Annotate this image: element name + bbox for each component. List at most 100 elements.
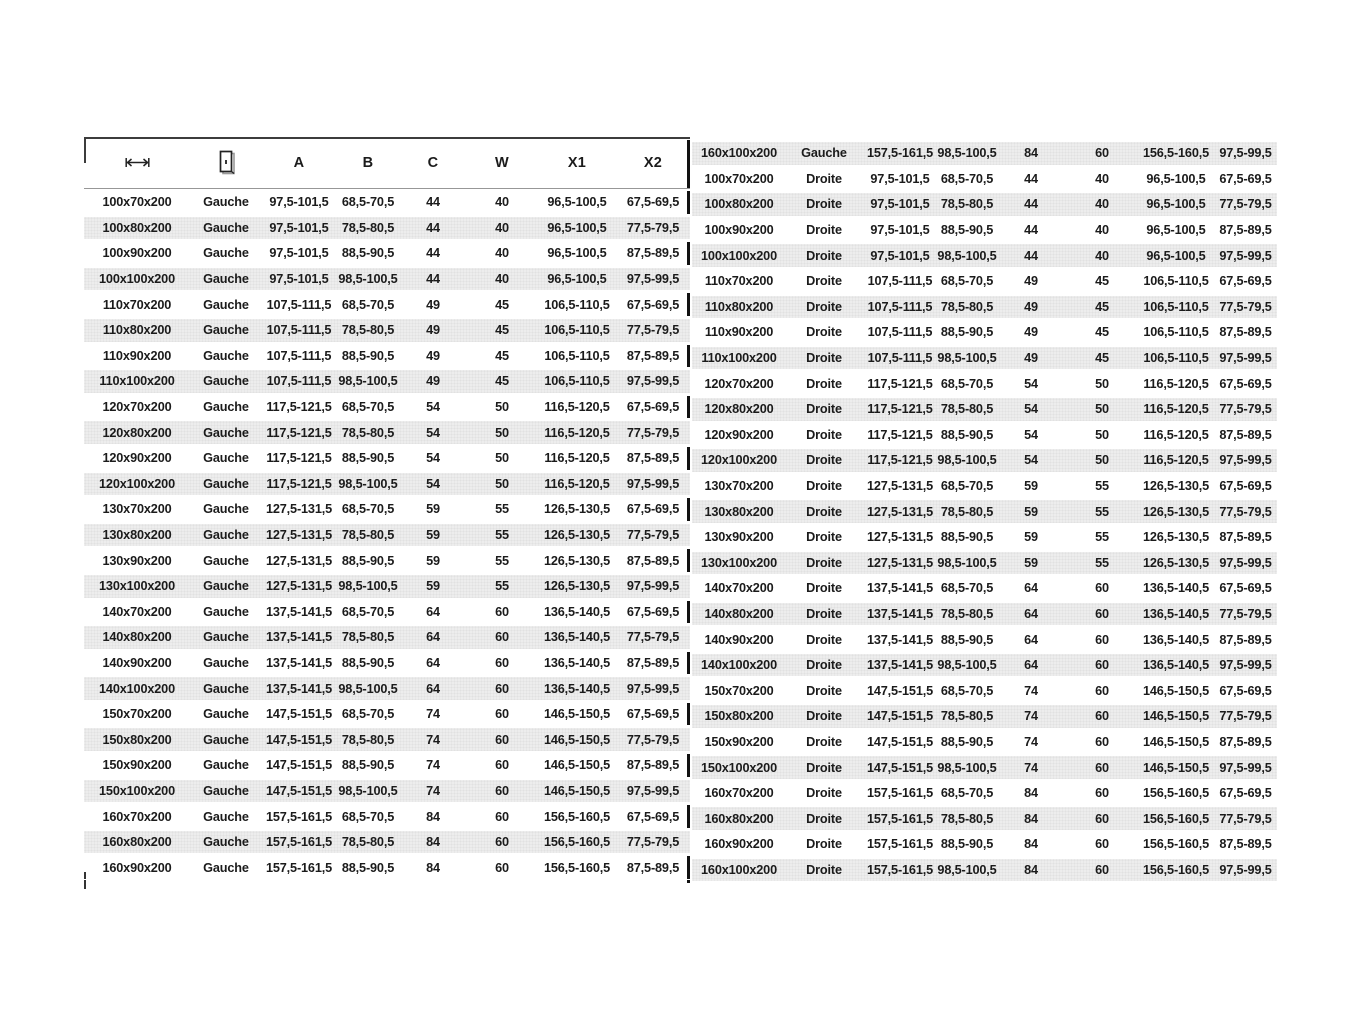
cell-x1: 126,5-130,5 bbox=[1142, 504, 1210, 519]
header-col-w: W bbox=[495, 154, 509, 171]
table-row: 140x100x200 Gauche 137,5-141,5 98,5-100,… bbox=[84, 675, 690, 701]
cell-side: Droite bbox=[806, 811, 842, 826]
cell-b: 88,5-90,5 bbox=[341, 655, 395, 670]
cell-w: 40 bbox=[1095, 197, 1109, 212]
cell-a: 147,5-151,5 bbox=[265, 732, 333, 747]
cell-side: Droite bbox=[806, 171, 842, 186]
cell-c: 54 bbox=[1024, 376, 1038, 391]
cell-c: 44 bbox=[1024, 171, 1038, 186]
table-row: 110x80x200 Droite 107,5-111,5 78,5-80,5 … bbox=[692, 293, 1277, 320]
cell-c: 74 bbox=[1024, 734, 1038, 749]
cell-a: 157,5-161,5 bbox=[866, 837, 934, 852]
table-row: 100x100x200 Gauche 97,5-101,5 98,5-100,5… bbox=[84, 265, 690, 292]
cell-w: 60 bbox=[495, 783, 509, 798]
cell-x1: 156,5-160,5 bbox=[543, 860, 611, 875]
cell-x2: 77,5-79,5 bbox=[626, 630, 680, 645]
cell-w: 45 bbox=[495, 348, 509, 363]
cell-x2: 77,5-79,5 bbox=[1219, 606, 1272, 621]
cell-x1: 96,5-100,5 bbox=[1146, 248, 1206, 263]
table-row: 120x70x200 Gauche 117,5-121,5 68,5-70,5 … bbox=[84, 393, 690, 420]
cell-b: 78,5-80,5 bbox=[341, 732, 395, 747]
cell-x1: 146,5-150,5 bbox=[543, 707, 611, 722]
cell-x2: 97,5-99,5 bbox=[1219, 146, 1272, 161]
cell-x1: 116,5-120,5 bbox=[1143, 402, 1209, 417]
cell-size: 160x100x200 bbox=[701, 146, 777, 161]
table-top-border bbox=[84, 137, 690, 139]
table-left-border-bottom bbox=[84, 872, 86, 889]
cell-w: 45 bbox=[495, 323, 509, 338]
cell-x2: 77,5-79,5 bbox=[626, 528, 680, 543]
cell-b: 88,5-90,5 bbox=[341, 860, 395, 875]
cell-c: 59 bbox=[426, 553, 440, 568]
cell-side: Droite bbox=[806, 479, 842, 494]
cell-side: Droite bbox=[806, 658, 842, 673]
cell-x2: 67,5-69,5 bbox=[1219, 581, 1272, 596]
cell-w: 60 bbox=[495, 655, 509, 670]
cell-side: Droite bbox=[806, 223, 842, 238]
cell-size: 160x80x200 bbox=[704, 811, 774, 826]
cell-a: 107,5-111,5 bbox=[867, 351, 933, 366]
cell-side: Gauche bbox=[203, 783, 249, 798]
cell-a: 147,5-151,5 bbox=[866, 760, 934, 775]
cell-x1: 156,5-160,5 bbox=[1142, 146, 1210, 161]
table-row: 160x80x200 Gauche 157,5-161,5 78,5-80,5 … bbox=[84, 828, 690, 855]
cell-size: 150x90x200 bbox=[704, 734, 774, 749]
cell-c: 84 bbox=[1024, 146, 1038, 161]
cell-w: 60 bbox=[495, 681, 509, 696]
cell-side: Droite bbox=[806, 274, 842, 289]
cell-c: 74 bbox=[426, 732, 440, 747]
cell-x1: 116,5-120,5 bbox=[544, 400, 610, 415]
cell-w: 60 bbox=[1095, 683, 1109, 698]
dimension-table-right-column: 160x100x200 Gauche 157,5-161,5 98,5-100,… bbox=[692, 140, 1277, 883]
table-row: 110x100x200 Gauche 107,5-111,5 98,5-100,… bbox=[84, 368, 690, 394]
cell-x1: 96,5-100,5 bbox=[547, 272, 607, 287]
cell-w: 55 bbox=[495, 502, 509, 517]
cell-b: 78,5-80,5 bbox=[341, 528, 395, 543]
cell-x2: 77,5-79,5 bbox=[626, 732, 680, 747]
table-row: 120x90x200 Droite 117,5-121,5 88,5-90,5 … bbox=[692, 421, 1277, 448]
cell-x2: 87,5-89,5 bbox=[1219, 734, 1272, 749]
cell-b: 68,5-70,5 bbox=[341, 809, 395, 824]
cell-side: Gauche bbox=[203, 604, 249, 619]
cell-a: 127,5-131,5 bbox=[265, 553, 333, 568]
cell-a: 107,5-111,5 bbox=[867, 274, 933, 289]
cell-x1: 136,5-140,5 bbox=[1142, 606, 1210, 621]
right-table-rows: 160x100x200 Gauche 157,5-161,5 98,5-100,… bbox=[692, 140, 1277, 883]
cell-size: 140x100x200 bbox=[99, 681, 175, 696]
cell-size: 100x80x200 bbox=[704, 197, 774, 212]
cell-c: 84 bbox=[426, 860, 440, 875]
table-row: 100x100x200 Droite 97,5-101,5 98,5-100,5… bbox=[692, 242, 1277, 268]
table-row: 110x70x200 Gauche 107,5-111,5 68,5-70,5 … bbox=[84, 291, 690, 317]
cell-x2: 67,5-69,5 bbox=[626, 502, 680, 517]
cell-x2: 97,5-99,5 bbox=[1219, 658, 1272, 673]
cell-x2: 67,5-69,5 bbox=[1219, 376, 1272, 391]
table-row: 100x80x200 Gauche 97,5-101,5 78,5-80,5 4… bbox=[84, 214, 690, 241]
cell-b: 78,5-80,5 bbox=[341, 323, 395, 338]
cell-x2: 87,5-89,5 bbox=[626, 246, 680, 261]
table-row: 130x80x200 Droite 127,5-131,5 78,5-80,5 … bbox=[692, 498, 1277, 524]
cell-b: 88,5-90,5 bbox=[940, 325, 994, 340]
table-row: 150x90x200 Gauche 147,5-151,5 88,5-90,5 … bbox=[84, 752, 690, 778]
cell-size: 120x100x200 bbox=[701, 453, 777, 468]
cell-x2: 67,5-69,5 bbox=[1219, 479, 1272, 494]
cell-side: Gauche bbox=[203, 476, 249, 491]
cell-w: 60 bbox=[495, 630, 509, 645]
cell-b: 68,5-70,5 bbox=[341, 297, 395, 312]
cell-x2: 97,5-99,5 bbox=[626, 272, 680, 287]
cell-a: 147,5-151,5 bbox=[265, 758, 333, 773]
cell-a: 117,5-121,5 bbox=[867, 427, 933, 442]
cell-a: 137,5-141,5 bbox=[866, 581, 934, 596]
table-row: 160x100x200 Droite 157,5-161,5 98,5-100,… bbox=[692, 856, 1277, 883]
cell-c: 74 bbox=[426, 758, 440, 773]
cell-side: Droite bbox=[806, 837, 842, 852]
cell-b: 98,5-100,5 bbox=[338, 374, 398, 389]
cell-a: 157,5-161,5 bbox=[866, 811, 934, 826]
cell-side: Droite bbox=[806, 606, 842, 621]
cell-size: 120x90x200 bbox=[102, 451, 172, 466]
cell-b: 98,5-100,5 bbox=[937, 248, 997, 263]
cell-a: 97,5-101,5 bbox=[269, 195, 329, 210]
cell-a: 127,5-131,5 bbox=[265, 579, 333, 594]
cell-a: 147,5-151,5 bbox=[866, 683, 934, 698]
cell-c: 84 bbox=[1024, 837, 1038, 852]
cell-a: 137,5-141,5 bbox=[866, 606, 934, 621]
